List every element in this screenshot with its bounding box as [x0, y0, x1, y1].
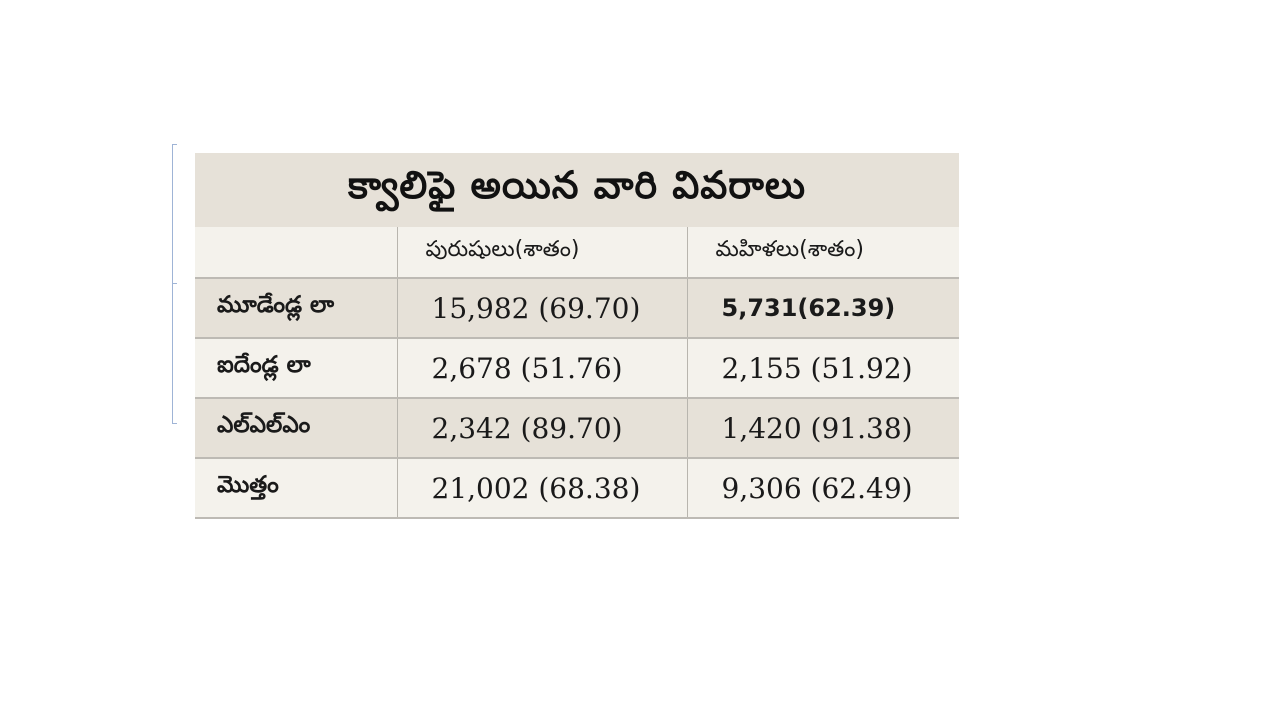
men-value: 2,678 (51.76): [396, 338, 687, 399]
table-row: ఐదేండ్ల లా 2,678 (51.76) 2,155 (51.92): [195, 338, 959, 399]
women-value: 1,420 (91.38): [686, 398, 959, 459]
row-label: ఐదేండ్ల లా: [195, 338, 397, 399]
men-value: 15,982 (69.70): [396, 278, 687, 339]
bracket-tick-bottom: [172, 423, 177, 424]
header-row: పురుషులు(శాతం) మహిళలు(శాతం): [195, 227, 959, 279]
row-label: ఎల్‌ఎల్‌ఎం: [195, 398, 397, 459]
header-men: పురుషులు(శాతం): [396, 227, 687, 279]
table-row: మొత్తం 21,002 (68.38) 9,306 (62.49): [195, 458, 959, 519]
data-table: పురుషులు(శాతం) మహిళలు(శాతం) మూడేండ్ల లా …: [195, 227, 959, 519]
women-value: 5,731(62.39): [686, 278, 959, 339]
men-value: 21,002 (68.38): [396, 458, 687, 519]
side-bracket: [172, 144, 179, 424]
row-label: మొత్తం: [195, 458, 397, 519]
table-row: మూడేండ్ల లా 15,982 (69.70) 5,731(62.39): [195, 278, 959, 339]
bracket-tick-top: [172, 144, 177, 145]
qualified-details-table: క్వాలిఫై అయిన వారి వివరాలు పురుషులు(శాతం…: [195, 153, 959, 519]
women-value: 9,306 (62.49): [686, 458, 959, 519]
table-row: ఎల్‌ఎల్‌ఎం 2,342 (89.70) 1,420 (91.38): [195, 398, 959, 459]
header-blank-cell: [195, 227, 397, 279]
bracket-tick-middle: [172, 283, 177, 284]
women-value: 2,155 (51.92): [686, 338, 959, 399]
header-women: మహిళలు(శాతం): [686, 227, 959, 279]
table-title: క్వాలిఫై అయిన వారి వివరాలు: [195, 153, 959, 227]
row-label: మూడేండ్ల లా: [195, 278, 397, 339]
men-value: 2,342 (89.70): [396, 398, 687, 459]
